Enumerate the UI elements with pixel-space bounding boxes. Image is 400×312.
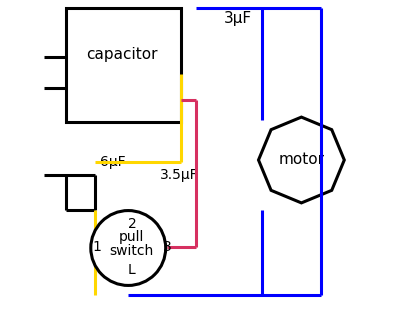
Text: 2: 2 <box>128 217 136 231</box>
Text: 6μF: 6μF <box>100 155 126 169</box>
Text: 3: 3 <box>163 240 172 254</box>
Text: 3.5μF: 3.5μF <box>160 168 198 182</box>
FancyBboxPatch shape <box>66 8 180 122</box>
Polygon shape <box>258 117 344 203</box>
Text: capacitor: capacitor <box>86 47 158 62</box>
Text: switch: switch <box>109 244 154 258</box>
Circle shape <box>91 211 166 285</box>
Text: 1: 1 <box>93 240 102 254</box>
Text: L: L <box>128 263 135 277</box>
Text: motor: motor <box>278 153 324 168</box>
Text: 3μF: 3μF <box>223 11 252 26</box>
Text: pull: pull <box>119 230 144 244</box>
